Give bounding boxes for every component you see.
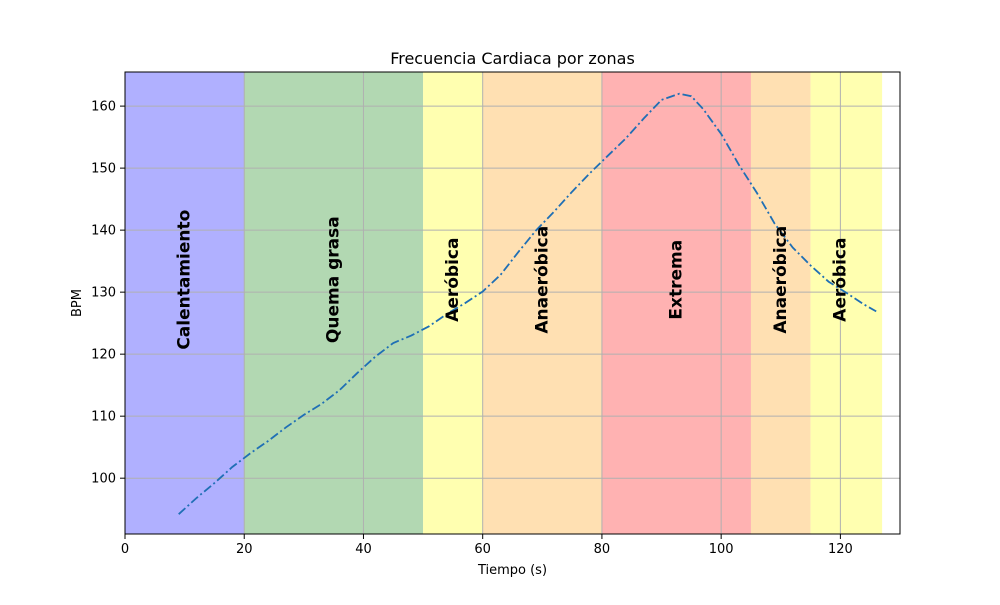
- zone-label-1: Quema grasa: [324, 216, 344, 343]
- y-tick-label-1: 110: [91, 410, 116, 425]
- x-tick-label-4: 80: [594, 542, 611, 557]
- y-tick-label-3: 130: [91, 286, 116, 301]
- chart-title: Frecuencia Cardiaca por zonas: [390, 49, 635, 68]
- zone-band-1: [244, 72, 424, 534]
- y-tick-label-5: 150: [91, 162, 116, 177]
- y-tick-label-0: 100: [91, 472, 116, 487]
- x-tick-label-3: 60: [474, 542, 491, 557]
- zone-band-4: [601, 72, 751, 534]
- zone-band-5: [750, 72, 811, 534]
- y-tick-label-4: 140: [91, 224, 116, 239]
- plot-frame: [124, 71, 901, 535]
- series-lines: [178, 92, 877, 515]
- axis-ticks: 0 20 40 60 80 100 120 100 110 120 130 140 150 160: [91, 100, 853, 557]
- y-tick-label-6: 160: [91, 100, 116, 115]
- zone-band-0: [125, 72, 245, 534]
- zone-labels: Calentamiento Quema grasa Aeróbica Anaeróbi…: [175, 210, 851, 350]
- x-tick-label-2: 40: [355, 542, 372, 557]
- y-tick-label-2: 120: [91, 348, 116, 363]
- x-axis-label: Tiempo (s): [477, 563, 547, 578]
- zone-label-4: Extrema: [666, 240, 686, 320]
- zone-band-3: [482, 72, 602, 534]
- x-tick-label-0: 0: [121, 542, 129, 557]
- zone-label-0: Calentamiento: [175, 210, 195, 350]
- zone-label-5: Anaeróbica: [771, 226, 791, 334]
- x-tick-label-5: 100: [709, 542, 734, 557]
- zone-bands: [125, 72, 883, 534]
- zone-band-6: [810, 72, 883, 534]
- x-tick-label-1: 20: [236, 542, 253, 557]
- y-axis-label: BPM: [70, 289, 85, 317]
- zone-band-2: [423, 72, 483, 534]
- zone-label-3: Anaeróbica: [532, 226, 552, 334]
- x-tick-label-6: 120: [828, 542, 853, 557]
- zone-label-2: Aeróbica: [443, 238, 463, 322]
- series-line-0: [178, 92, 877, 515]
- zone-label-6: Aeróbica: [830, 238, 850, 322]
